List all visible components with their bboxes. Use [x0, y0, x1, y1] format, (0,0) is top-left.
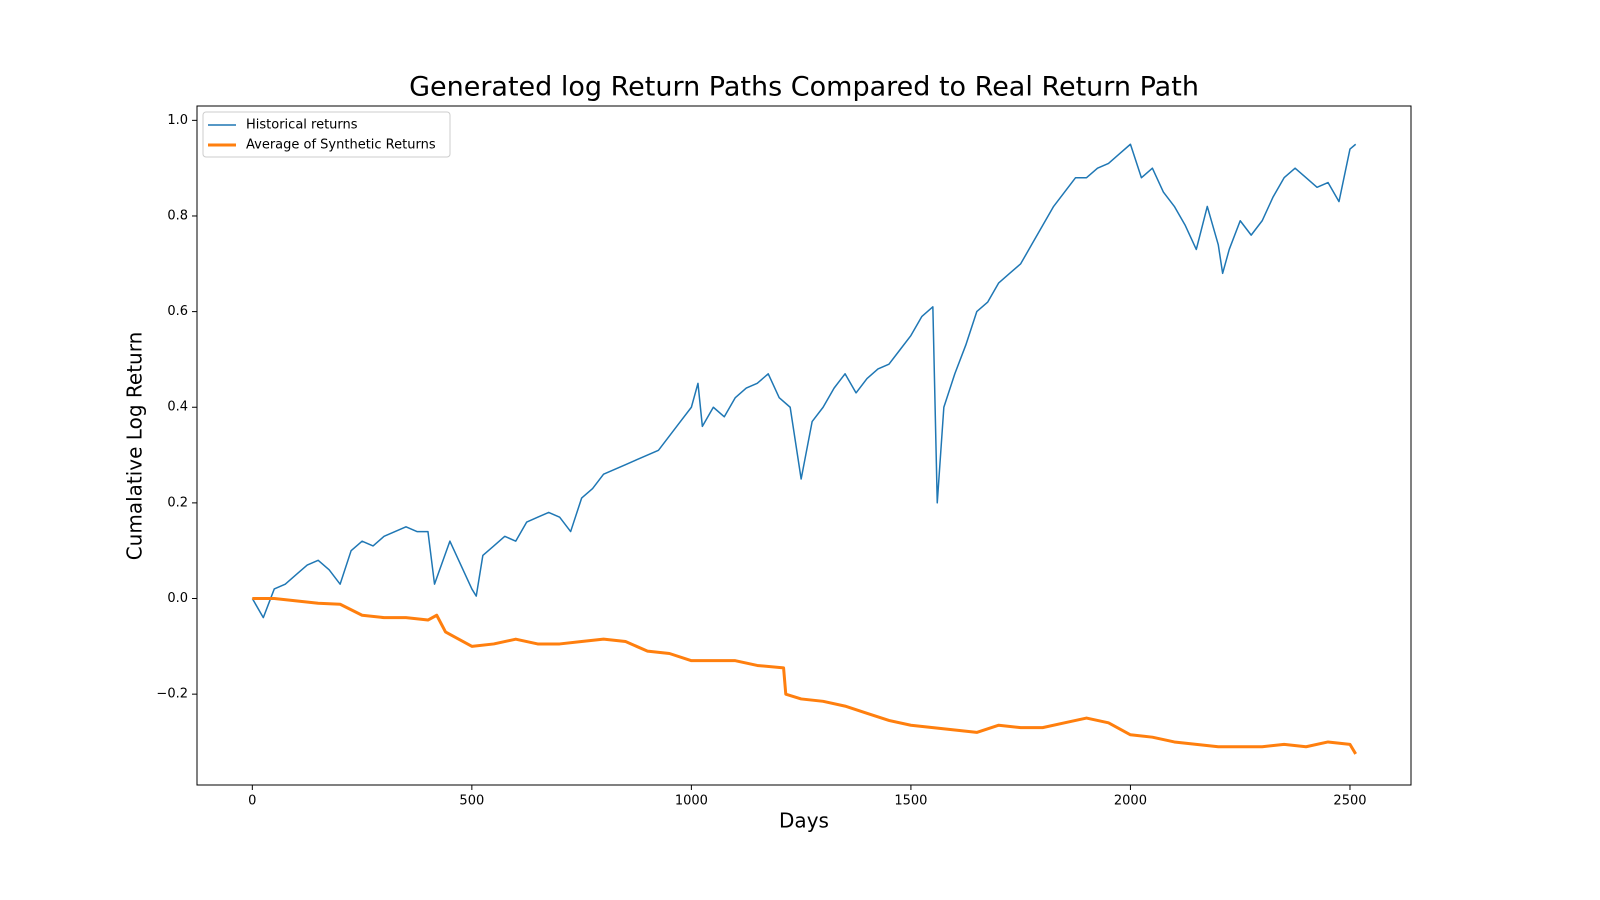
series-line: [252, 597, 1357, 755]
y-tick-label: 0.6: [167, 304, 188, 319]
y-tick-label: 1.0: [167, 113, 188, 128]
x-tick-label: 2500: [1333, 794, 1366, 809]
y-tick-label: 0.8: [167, 208, 188, 223]
y-tick-label: 0.4: [167, 400, 188, 415]
legend-label: Average of Synthetic Returns: [246, 138, 436, 153]
series-line: [251, 143, 1357, 619]
y-tick-label: 0.0: [167, 591, 188, 606]
x-axis-label: Days: [779, 809, 829, 833]
x-tick-label: 0: [248, 794, 256, 809]
y-tick-label: 0.2: [167, 495, 188, 510]
y-tick-label: −0.2: [156, 687, 188, 702]
x-tick-label: 2000: [1114, 794, 1147, 809]
y-axis-label: Cumalative Log Return: [123, 332, 147, 561]
legend-box: [202, 111, 451, 158]
x-tick-label: 500: [459, 794, 484, 809]
x-tick-label: 1000: [675, 794, 708, 809]
plot-frame: [196, 105, 1412, 786]
legend-label: Historical returns: [246, 118, 358, 133]
x-tick-label: 1500: [894, 794, 927, 809]
chart-title: Generated log Return Paths Compared to R…: [409, 72, 1199, 103]
